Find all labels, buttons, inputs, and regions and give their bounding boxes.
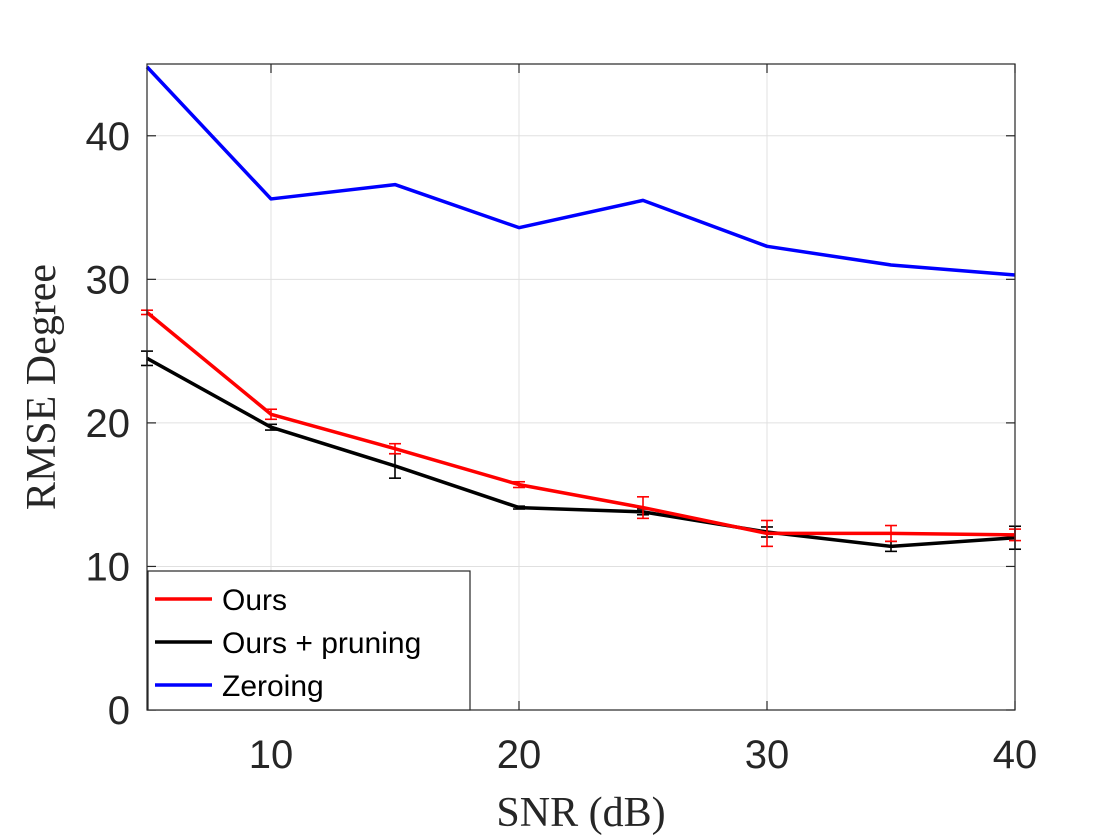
x-tick-label: 30 (745, 733, 790, 777)
series-ours (141, 309, 1021, 548)
x-tick-label: 10 (249, 733, 294, 777)
y-tick-label: 30 (86, 258, 131, 302)
legend-items: Ours Ours + pruning Zeroing (155, 584, 421, 703)
series-line-zeroing (145, 65, 1016, 277)
plot-area-frame (146, 63, 1016, 711)
series-ours-pruning (141, 350, 1021, 553)
y-tick-label: 40 (86, 115, 131, 159)
error-bar-ours (761, 519, 773, 548)
legend-label-ours-pruning: Ours + pruning (222, 627, 421, 660)
tick-labels: 10 20 30 40 0 10 20 30 40 (86, 115, 1038, 777)
x-axis-title: SNR (dB) (496, 790, 665, 836)
y-tick-label: 10 (86, 545, 131, 589)
error-bar-ours (265, 408, 277, 421)
legend-label-zeroing: Zeroing (222, 670, 324, 703)
x-tick-label: 40 (993, 733, 1038, 777)
y-axis-title: RMSE Degree (19, 264, 65, 510)
error-bar-ours (513, 480, 525, 489)
series-line-ours-pruning (146, 356, 1016, 549)
error-bar-ours-pruning (265, 423, 277, 431)
error-bar-ours-pruning (513, 505, 525, 510)
series-layer (141, 65, 1021, 553)
x-tick-label: 20 (497, 733, 542, 777)
y-tick-label: 20 (86, 402, 131, 446)
legend: Ours Ours + pruning Zeroing (147, 570, 471, 711)
y-tick-label: 0 (108, 689, 130, 733)
error-bar-ours (885, 524, 897, 543)
series-zeroing (145, 65, 1016, 277)
error-bar-ours (389, 442, 401, 455)
series-line-ours (145, 310, 1016, 537)
error-bar-ours (637, 496, 649, 520)
legend-label-ours: Ours (222, 584, 287, 617)
